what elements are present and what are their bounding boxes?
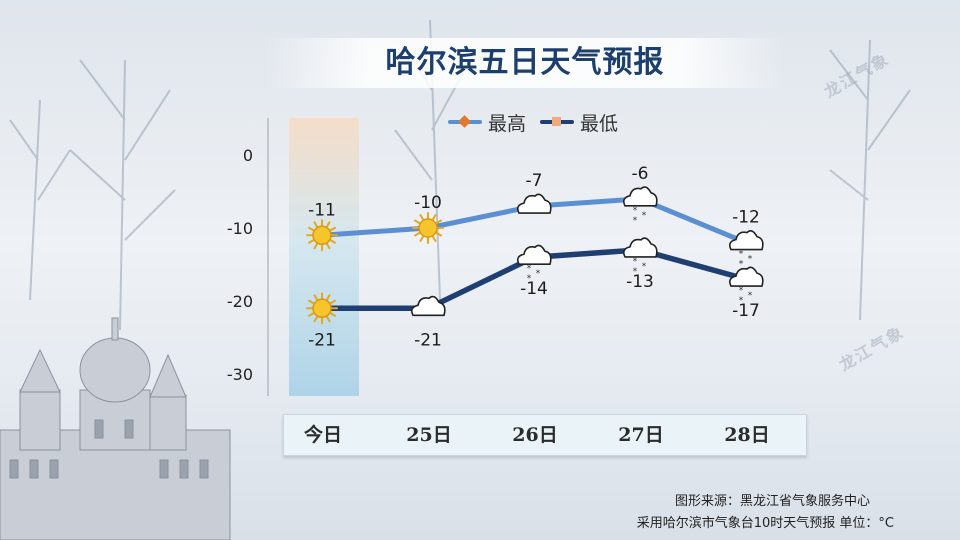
- today-highlight: [289, 118, 359, 396]
- sun-icon: [306, 292, 338, 325]
- unit-note: 采用哈尔滨市气象台10时天气预报 单位：°C: [636, 516, 894, 531]
- svg-text:*: *: [527, 274, 532, 284]
- cloud-icon: [411, 295, 446, 317]
- cloud-snow-icon: * **: [729, 266, 764, 306]
- cloud-snow-icon: * **: [729, 230, 764, 270]
- y-tick-label: -30: [227, 365, 253, 384]
- cloud-icon: [517, 193, 552, 214]
- legend-item-high: 最高: [448, 109, 526, 136]
- legend-label-low: 最低: [580, 112, 619, 135]
- source-text: 图形来源：黑龙江省气象服务中心: [674, 494, 870, 509]
- chart-title: 哈尔滨五日天气预报: [385, 45, 665, 80]
- svg-text:*: *: [633, 267, 638, 277]
- data-label-low: -17: [732, 301, 760, 321]
- data-label-high: -10: [414, 193, 442, 213]
- cloud-snow-icon: * **: [623, 237, 658, 277]
- legend-label-high: 最高: [488, 112, 527, 135]
- cathedral-illustration: [0, 317, 231, 540]
- svg-text:*: *: [739, 286, 744, 296]
- svg-text:*: *: [739, 250, 744, 260]
- sun-icon: [412, 212, 444, 244]
- data-label-high: -7: [526, 171, 543, 191]
- data-label-high: -12: [732, 208, 760, 228]
- svg-text:*: *: [527, 264, 532, 274]
- svg-text:*: *: [739, 296, 744, 306]
- svg-text:*: *: [748, 291, 753, 301]
- data-label-low: -21: [414, 330, 442, 350]
- data-label-low: -21: [308, 330, 336, 350]
- sun-icon: [306, 219, 338, 252]
- x-tick-label: 26日: [512, 424, 558, 446]
- title-band: [265, 38, 785, 88]
- svg-text:*: *: [633, 216, 638, 226]
- svg-text:*: *: [642, 211, 647, 221]
- square-marker-icon: [552, 117, 562, 126]
- legend-item-low: 最低: [540, 109, 618, 136]
- svg-text:*: *: [642, 262, 647, 272]
- y-tick-label: -10: [227, 219, 253, 238]
- x-tick-label: 今日: [303, 424, 342, 446]
- cloud-snow-icon: * **: [623, 186, 658, 226]
- svg-text:*: *: [748, 255, 753, 265]
- y-tick-label: -20: [227, 292, 253, 311]
- svg-text:*: *: [633, 257, 638, 267]
- x-axis-bar: 今日 25日 26日 27日 28日: [283, 414, 807, 456]
- x-tick-label: 25日: [406, 424, 452, 446]
- data-label-low: -13: [626, 272, 654, 292]
- x-tick-label: 27日: [618, 424, 664, 446]
- data-label-high: -11: [308, 200, 336, 220]
- svg-text:*: *: [739, 260, 744, 270]
- data-label-low: -14: [520, 279, 548, 299]
- x-tick-label: 28日: [724, 424, 770, 446]
- cloud-snow-icon: * **: [517, 244, 552, 284]
- legend: 最高 最低: [448, 108, 618, 136]
- y-tick-label: 0: [243, 146, 253, 165]
- svg-text:*: *: [536, 269, 541, 279]
- data-label-high: -6: [632, 164, 649, 184]
- svg-text:*: *: [633, 206, 638, 216]
